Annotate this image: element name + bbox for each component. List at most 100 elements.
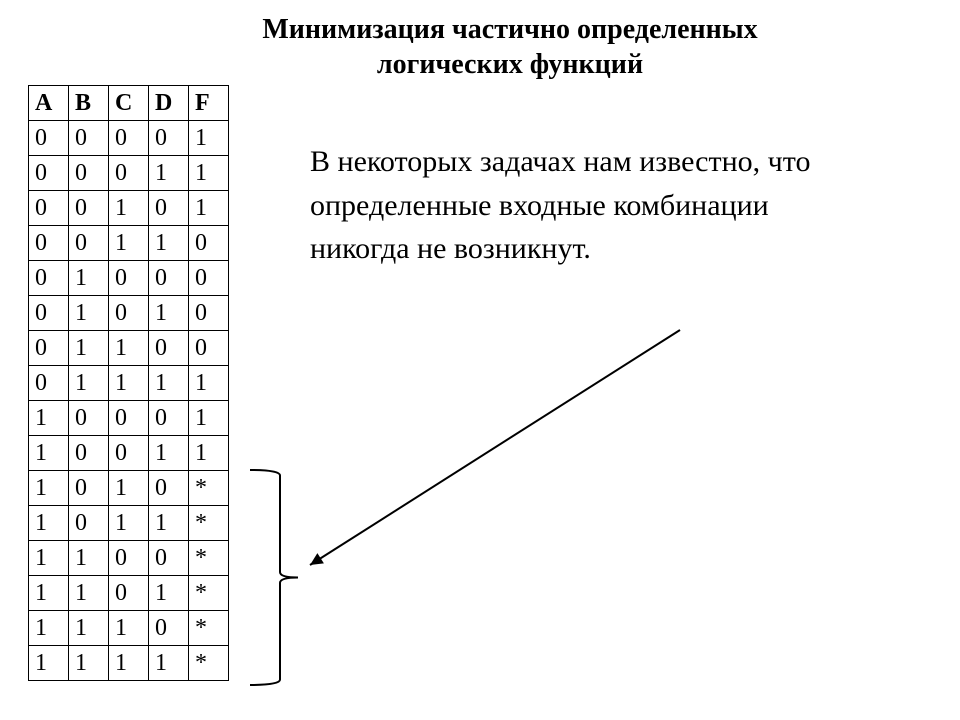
table-cell: 1	[69, 576, 109, 611]
arrow-icon	[310, 330, 680, 565]
table-cell: 0	[69, 226, 109, 261]
table-cell: 1	[109, 191, 149, 226]
table-cell: 0	[149, 611, 189, 646]
table-cell: 0	[69, 471, 109, 506]
table-cell: 0	[109, 156, 149, 191]
table-cell: *	[189, 611, 229, 646]
table-cell: 1	[109, 471, 149, 506]
table-row: 10011	[29, 436, 229, 471]
table-cell: 1	[149, 506, 189, 541]
table-cell: 1	[29, 611, 69, 646]
table-cell: 1	[149, 226, 189, 261]
table-cell: 1	[189, 366, 229, 401]
table-cell: 1	[69, 541, 109, 576]
table-cell: *	[189, 646, 229, 681]
table-cell: 0	[109, 576, 149, 611]
table-cell: 0	[149, 401, 189, 436]
table-cell: 1	[29, 506, 69, 541]
table-cell: 1	[69, 261, 109, 296]
table-cell: 0	[29, 331, 69, 366]
table-cell: 1	[29, 576, 69, 611]
table-cell: 1	[29, 436, 69, 471]
table-cell: 0	[69, 506, 109, 541]
col-header: D	[149, 86, 189, 121]
table-row: 1010*	[29, 471, 229, 506]
table-row: 1110*	[29, 611, 229, 646]
body-paragraph: В некоторых задачах нам известно, что оп…	[310, 140, 850, 271]
table-cell: 0	[189, 331, 229, 366]
table-cell: 1	[189, 436, 229, 471]
table-row: 10001	[29, 401, 229, 436]
page-title: Минимизация частично определенных логиче…	[150, 12, 870, 82]
table-cell: 0	[149, 331, 189, 366]
table-cell: 1	[109, 331, 149, 366]
table-cell: 0	[109, 296, 149, 331]
table-row: 01100	[29, 331, 229, 366]
table-cell: 1	[69, 296, 109, 331]
table-cell: 0	[109, 261, 149, 296]
table-cell: 0	[29, 261, 69, 296]
table-row: 01010	[29, 296, 229, 331]
table-row: 1101*	[29, 576, 229, 611]
table-cell: 0	[189, 296, 229, 331]
table-header-row: A B C D F	[29, 86, 229, 121]
table-row: 1011*	[29, 506, 229, 541]
brace-icon	[250, 470, 298, 685]
table-cell: 1	[29, 401, 69, 436]
table-cell: *	[189, 541, 229, 576]
table-cell: 1	[69, 331, 109, 366]
table-row: 00001	[29, 121, 229, 156]
table-cell: 1	[189, 121, 229, 156]
table-cell: 0	[189, 261, 229, 296]
truth-table: A B C D F 000010001100101001100100001010…	[28, 85, 229, 681]
table-cell: 0	[109, 541, 149, 576]
table-cell: 1	[109, 646, 149, 681]
table-cell: 0	[69, 436, 109, 471]
table-cell: *	[189, 506, 229, 541]
title-line-2: логических функций	[377, 49, 643, 80]
table-row: 1100*	[29, 541, 229, 576]
table-cell: *	[189, 471, 229, 506]
table-cell: 0	[109, 121, 149, 156]
table-cell: 0	[29, 296, 69, 331]
table-cell: 0	[29, 191, 69, 226]
table-cell: 1	[109, 506, 149, 541]
table-cell: 0	[109, 401, 149, 436]
table-cell: 0	[29, 366, 69, 401]
table-cell: 0	[69, 401, 109, 436]
table-cell: 1	[29, 541, 69, 576]
table-cell: 0	[149, 121, 189, 156]
col-header: F	[189, 86, 229, 121]
table-cell: 0	[149, 261, 189, 296]
table-cell: 0	[149, 471, 189, 506]
table-cell: 1	[109, 611, 149, 646]
table-cell: 0	[109, 436, 149, 471]
table-cell: 0	[189, 226, 229, 261]
table-cell: 1	[149, 366, 189, 401]
table-cell: 1	[29, 646, 69, 681]
table-row: 00011	[29, 156, 229, 191]
table-cell: 0	[29, 226, 69, 261]
table-cell: 1	[109, 366, 149, 401]
table-cell: 0	[29, 156, 69, 191]
table-row: 01000	[29, 261, 229, 296]
table-cell: 0	[69, 191, 109, 226]
table-row: 00101	[29, 191, 229, 226]
table-cell: 0	[149, 191, 189, 226]
table-row: 00110	[29, 226, 229, 261]
table-cell: 0	[69, 121, 109, 156]
table-cell: 1	[149, 646, 189, 681]
table-body: 0000100011001010011001000010100110001111…	[29, 121, 229, 681]
table-cell: 1	[109, 226, 149, 261]
table-row: 01111	[29, 366, 229, 401]
table-cell: 1	[189, 401, 229, 436]
table-cell: 1	[69, 611, 109, 646]
title-line-1: Минимизация частично определенных	[262, 14, 757, 45]
table-cell: 1	[149, 576, 189, 611]
table-cell: 1	[189, 191, 229, 226]
col-header: C	[109, 86, 149, 121]
table-cell: 0	[69, 156, 109, 191]
table-cell: 1	[29, 471, 69, 506]
table-cell: 1	[149, 156, 189, 191]
table-cell: 1	[189, 156, 229, 191]
